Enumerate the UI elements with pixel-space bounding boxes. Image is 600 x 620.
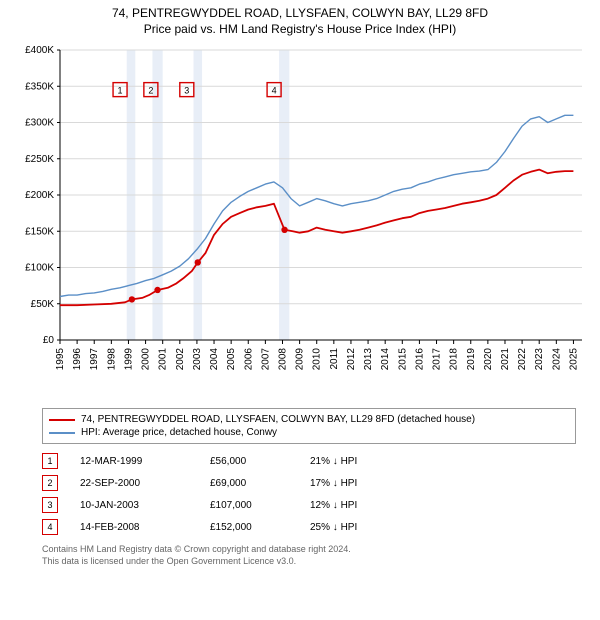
svg-text:1996: 1996	[72, 348, 83, 371]
transaction-marker-box: 4	[42, 519, 58, 535]
chart-container: 74, PENTREGWYDDEL ROAD, LLYSFAEN, COLWYN…	[0, 0, 600, 567]
svg-text:2001: 2001	[158, 348, 169, 371]
svg-text:2014: 2014	[380, 348, 391, 371]
svg-text:2010: 2010	[312, 348, 323, 371]
title-address: 74, PENTREGWYDDEL ROAD, LLYSFAEN, COLWYN…	[10, 6, 590, 20]
transaction-marker-box: 1	[42, 453, 58, 469]
transaction-delta: 21% ↓ HPI	[310, 456, 430, 467]
line-chart-svg: £0 £50K £100K £150K £200K £250K £300K £350K £400…	[10, 40, 590, 400]
svg-text:2018: 2018	[449, 348, 460, 371]
svg-text:2016: 2016	[414, 348, 425, 371]
svg-text:3: 3	[184, 86, 189, 96]
svg-text:1995: 1995	[55, 348, 66, 371]
svg-text:2002: 2002	[175, 348, 186, 371]
svg-text:2015: 2015	[397, 348, 408, 371]
legend-swatch	[49, 419, 75, 421]
svg-text:£100K: £100K	[25, 263, 54, 274]
svg-text:1998: 1998	[106, 348, 117, 371]
transaction-row: 3 10-JAN-2003£107,00012% ↓ HPI	[42, 494, 576, 516]
footer-line-1: Contains HM Land Registry data © Crown c…	[42, 544, 576, 556]
svg-text:2022: 2022	[517, 348, 528, 371]
svg-text:£0: £0	[43, 335, 55, 346]
transaction-price: £56,000	[210, 456, 310, 467]
transaction-date: 14-FEB-2008	[80, 522, 210, 533]
svg-text:4: 4	[272, 86, 277, 96]
svg-text:2024: 2024	[551, 348, 562, 371]
svg-text:£350K: £350K	[25, 81, 54, 92]
title-block: 74, PENTREGWYDDEL ROAD, LLYSFAEN, COLWYN…	[0, 0, 600, 40]
svg-text:2003: 2003	[192, 348, 203, 371]
svg-text:2: 2	[148, 86, 153, 96]
transaction-delta: 17% ↓ HPI	[310, 478, 430, 489]
transaction-marker-box: 3	[42, 497, 58, 513]
svg-text:1: 1	[118, 86, 123, 96]
legend: 74, PENTREGWYDDEL ROAD, LLYSFAEN, COLWYN…	[42, 408, 576, 444]
svg-text:£200K: £200K	[25, 190, 54, 201]
transaction-date: 12-MAR-1999	[80, 456, 210, 467]
svg-text:£150K: £150K	[25, 226, 54, 237]
transaction-marker-box: 2	[42, 475, 58, 491]
svg-text:1999: 1999	[123, 348, 134, 371]
svg-text:2011: 2011	[329, 348, 340, 370]
svg-text:2025: 2025	[568, 348, 579, 371]
transaction-row: 1 12-MAR-1999£56,00021% ↓ HPI	[42, 450, 576, 472]
transaction-date: 22-SEP-2000	[80, 478, 210, 489]
svg-text:2020: 2020	[483, 348, 494, 371]
svg-text:2009: 2009	[295, 348, 306, 371]
transaction-delta: 25% ↓ HPI	[310, 522, 430, 533]
footer-line-2: This data is licensed under the Open Gov…	[42, 556, 576, 568]
svg-text:£400K: £400K	[25, 45, 54, 56]
svg-text:2008: 2008	[277, 348, 288, 371]
svg-text:2012: 2012	[346, 348, 357, 371]
svg-text:2005: 2005	[226, 348, 237, 371]
legend-swatch	[49, 432, 75, 434]
transaction-delta: 12% ↓ HPI	[310, 500, 430, 511]
transaction-row: 2 22-SEP-2000£69,00017% ↓ HPI	[42, 472, 576, 494]
svg-text:£50K: £50K	[31, 299, 55, 310]
title-subtitle: Price paid vs. HM Land Registry's House …	[10, 22, 590, 36]
legend-label: 74, PENTREGWYDDEL ROAD, LLYSFAEN, COLWYN…	[81, 414, 475, 425]
svg-text:2007: 2007	[260, 348, 271, 371]
svg-text:2017: 2017	[432, 348, 443, 371]
svg-text:2000: 2000	[141, 348, 152, 371]
legend-item: HPI: Average price, detached house, Conw…	[49, 426, 569, 439]
svg-text:2023: 2023	[534, 348, 545, 371]
transaction-price: £107,000	[210, 500, 310, 511]
transaction-row: 4 14-FEB-2008£152,00025% ↓ HPI	[42, 516, 576, 538]
chart-area: £0 £50K £100K £150K £200K £250K £300K £350K £400…	[10, 40, 590, 400]
svg-text:£250K: £250K	[25, 154, 54, 165]
transaction-price: £152,000	[210, 522, 310, 533]
transaction-price: £69,000	[210, 478, 310, 489]
legend-item: 74, PENTREGWYDDEL ROAD, LLYSFAEN, COLWYN…	[49, 413, 569, 426]
svg-text:£300K: £300K	[25, 118, 54, 129]
svg-text:2021: 2021	[500, 348, 511, 371]
svg-text:2004: 2004	[209, 348, 220, 371]
legend-label: HPI: Average price, detached house, Conw…	[81, 427, 277, 438]
svg-text:2013: 2013	[363, 348, 374, 371]
transaction-date: 10-JAN-2003	[80, 500, 210, 511]
footer-attribution: Contains HM Land Registry data © Crown c…	[42, 544, 576, 567]
svg-text:2019: 2019	[466, 348, 477, 371]
svg-text:1997: 1997	[89, 348, 100, 371]
svg-text:2006: 2006	[243, 348, 254, 371]
transactions-table: 1 12-MAR-1999£56,00021% ↓ HPI 2 22-SEP-2000…	[42, 450, 576, 538]
